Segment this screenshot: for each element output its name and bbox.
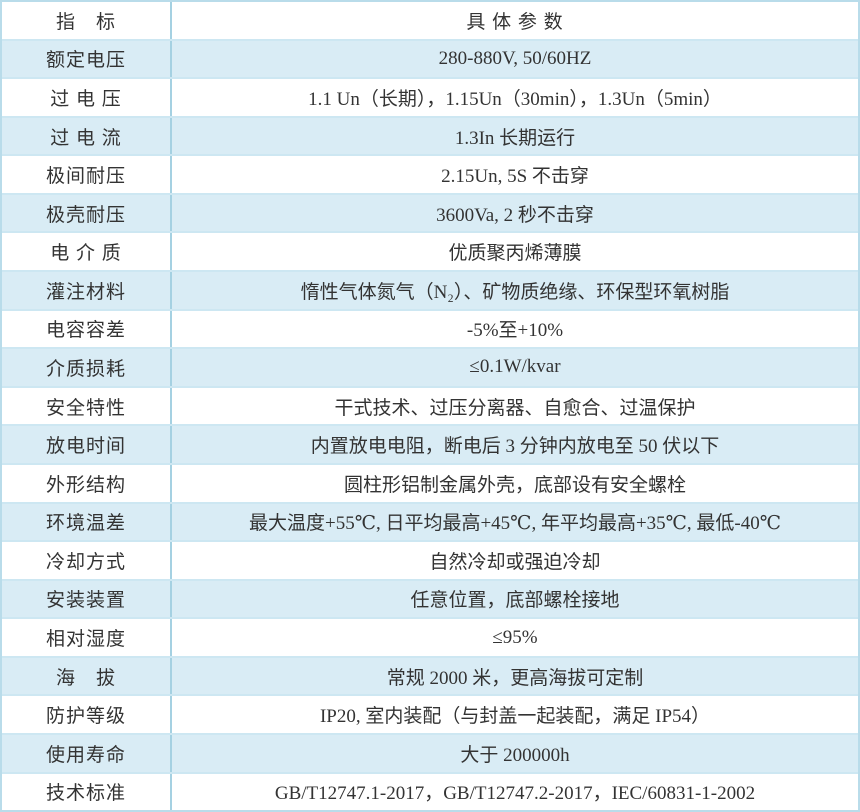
table-row-filling-material: 灌注材料 惰性气体氮气（N₂）、矿物质绝缘、环保型环氧树脂 — [2, 270, 858, 309]
spec-value: 最大温度+55℃, 日平均最高+45℃, 年平均最高+35℃, 最低-40℃ — [249, 513, 781, 535]
table-row-safety-features: 安全特性 干式技术、过压分离器、自愈合、过温保护 — [2, 385, 858, 425]
spec-value: 2.15Un, 5S 不击穿 — [441, 166, 589, 188]
spec-label: 安全特性 — [2, 387, 172, 425]
table-row-over-current: 过 电 流 1.3In 长期运行 — [2, 115, 858, 155]
spec-label: 介质损耗 — [2, 349, 172, 386]
spec-label: 使用寿命 — [2, 734, 172, 772]
spec-label: 过 电 压 — [2, 79, 172, 116]
spec-label: 额定电压 — [2, 40, 172, 78]
table-row-relative-humidity: 相对湿度 ≤95% — [2, 617, 858, 656]
table-row-service-life: 使用寿命 大于 200000h — [2, 732, 858, 772]
spec-value: 3600Va, 2 秒不击穿 — [436, 204, 594, 226]
spec-value: 任意位置，底部螺栓接地 — [410, 590, 620, 612]
spec-value: GB/T12747.1-2017，GB/T12747.2-2017，IEC/60… — [274, 783, 756, 805]
table-row-cooling-method: 冷却方式 自然冷却或强迫冷却 — [2, 540, 858, 579]
table-row-capacitance-tolerance: 电容容差 -5%至+10% — [2, 308, 858, 348]
table-row-discharge-time: 放电时间 内置放电电阻，断电后 3 分钟内放电至 50 伏以下 — [2, 424, 858, 463]
spec-value: 内置放电电阻，断电后 3 分钟内放电至 50 伏以下 — [310, 436, 720, 458]
table-row-exterior-structure: 外形结构 圆柱形铝制金属外壳，底部设有安全螺栓 — [2, 462, 858, 502]
table-row-altitude: 海 拔 常规 2000 米，更高海拔可定制 — [2, 655, 858, 695]
spec-label: 电 介 质 — [2, 233, 172, 271]
spec-label: 海 拔 — [2, 657, 172, 695]
spec-value: 常规 2000 米，更高海拔可定制 — [386, 667, 644, 689]
spec-value: 惰性气体氮气（N₂）、矿物质绝缘、环保型环氧树脂 — [300, 281, 730, 303]
spec-label: 防护等级 — [2, 696, 172, 733]
table-row-technical-standards: 技术标准 GB/T12747.1-2017，GB/T12747.2-2017，I… — [2, 771, 858, 811]
table-row-protection-rating: 防护等级 IP20, 室内装配（与封盖一起装配，满足 IP54） — [2, 694, 858, 733]
spec-label: 放电时间 — [2, 426, 172, 463]
spec-value: 自然冷却或强迫冷却 — [429, 551, 601, 573]
spec-label: 环境温差 — [2, 503, 172, 541]
spec-value: 圆柱形铝制金属外壳，底部设有安全螺栓 — [343, 474, 686, 496]
spec-label: 冷却方式 — [2, 542, 172, 579]
table-row-interpole-withstand: 极间耐压 2.15Un, 5S 不击穿 — [2, 154, 858, 193]
spec-label: 过 电 流 — [2, 117, 172, 155]
spec-label: 电容容差 — [2, 310, 172, 348]
spec-value: 1.1 Un（长期），1.15Un（30min），1.3Un（5min） — [308, 88, 722, 110]
spec-value: ≤95% — [492, 626, 538, 648]
spec-value: 大于 200000h — [460, 744, 570, 766]
spec-label: 极壳耐压 — [2, 194, 172, 232]
table-row-over-voltage: 过 电 压 1.1 Un（长期），1.15Un（30min），1.3Un（5mi… — [2, 77, 858, 116]
spec-label: 相对湿度 — [2, 619, 172, 656]
spec-value: IP20, 室内装配（与封盖一起装配，满足 IP54） — [319, 706, 711, 728]
spec-value: 280-880V, 50/60HZ — [438, 47, 592, 69]
spec-label: 极间耐压 — [2, 156, 172, 193]
spec-value: 1.3In 长期运行 — [454, 127, 576, 149]
spec-value: 干式技术、过压分离器、自愈合、过温保护 — [334, 397, 696, 419]
spec-label: 安装装置 — [2, 580, 172, 618]
table-header-row: 指 标 具 体 参 数 — [2, 2, 858, 39]
spec-label: 外形结构 — [2, 464, 172, 502]
spec-value: 优质聚丙烯薄膜 — [448, 243, 582, 265]
header-label-parameters: 具 体 参 数 — [466, 11, 564, 33]
spec-value: ≤0.1W/kvar — [469, 356, 561, 378]
header-label-indicator: 指 标 — [2, 2, 172, 39]
table-row-ambient-temperature: 环境温差 最大温度+55℃, 日平均最高+45℃, 年平均最高+35℃, 最低-… — [2, 501, 858, 541]
spec-label: 技术标准 — [2, 773, 172, 811]
table-row-mounting: 安装装置 任意位置，底部螺栓接地 — [2, 578, 858, 618]
spec-value: -5%至+10% — [466, 320, 564, 342]
table-row-pole-case-withstand: 极壳耐压 3600Va, 2 秒不击穿 — [2, 192, 858, 232]
table-row-rated-voltage: 额定电压 280-880V, 50/60HZ — [2, 38, 858, 78]
spec-label: 灌注材料 — [2, 272, 172, 309]
table-row-dielectric: 电 介 质 优质聚丙烯薄膜 — [2, 231, 858, 271]
table-row-dielectric-loss: 介质损耗 ≤0.1W/kvar — [2, 347, 858, 386]
